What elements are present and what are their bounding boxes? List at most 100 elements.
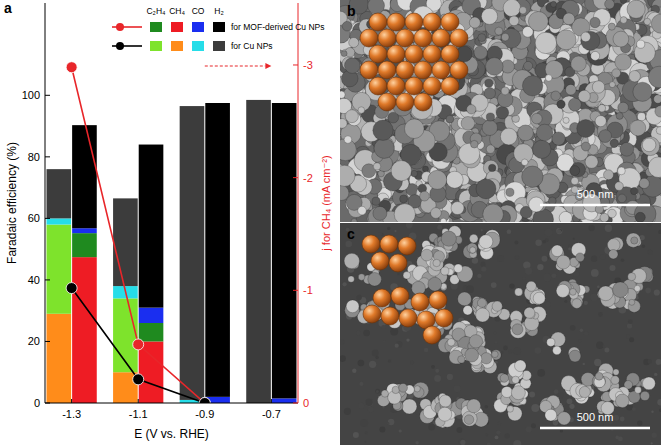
sem-texture	[591, 269, 599, 277]
sem-texture	[642, 245, 645, 248]
sphere-icon	[387, 77, 405, 95]
sem-texture	[610, 265, 616, 271]
sem-particle	[511, 386, 525, 400]
sem-particle	[340, 91, 345, 98]
sem-particle	[340, 119, 347, 129]
sem-particle	[616, 112, 623, 119]
sem-particle	[536, 124, 553, 141]
sem-particle	[344, 136, 352, 144]
sem-particle	[411, 170, 418, 177]
sem-texture	[628, 319, 633, 324]
sem-particle	[613, 369, 619, 375]
sem-texture	[594, 359, 601, 366]
sem-texture	[460, 440, 465, 445]
sem-particle	[524, 61, 533, 70]
sphere-icon	[396, 93, 414, 111]
sem-texture	[564, 300, 567, 303]
sem-texture	[605, 225, 612, 232]
sem-particle	[648, 66, 661, 88]
sem-texture	[569, 404, 574, 409]
sem-particle	[631, 187, 638, 194]
sem-particle	[489, 164, 496, 171]
sem-texture	[509, 283, 514, 288]
sem-texture	[375, 389, 380, 394]
sem-particle	[629, 71, 640, 82]
sem-particle	[428, 170, 447, 189]
sem-texture	[542, 240, 546, 244]
sem-texture	[376, 390, 379, 393]
sem-texture	[531, 423, 536, 428]
sem-particle	[566, 84, 577, 95]
sem-particle	[568, 98, 581, 111]
sem-texture	[537, 369, 545, 377]
sem-texture	[537, 264, 543, 270]
sphere-icon	[369, 77, 387, 95]
sem-particle	[500, 128, 517, 145]
sem-particle	[340, 185, 349, 200]
sem-particle	[581, 31, 600, 50]
sem-texture	[366, 399, 374, 407]
sphere-icon	[423, 13, 441, 31]
sem-particle	[481, 8, 497, 24]
sem-particle	[641, 137, 660, 156]
sem-texture	[485, 433, 488, 436]
sem-particle	[558, 412, 571, 425]
sem-texture	[567, 398, 573, 404]
sem-particle	[518, 125, 534, 141]
sem-particle	[495, 27, 503, 35]
sem-particle	[485, 79, 493, 87]
sphere-icon	[423, 77, 441, 95]
sem-particle	[470, 247, 476, 253]
sem-particle	[591, 51, 600, 60]
sem-texture	[487, 443, 491, 445]
sem-texture	[580, 329, 583, 332]
sem-texture	[435, 369, 439, 373]
sem-particle	[629, 299, 635, 305]
panel-label: b	[347, 3, 356, 19]
sem-texture	[590, 293, 598, 301]
sem-texture	[515, 241, 519, 245]
sem-particle	[469, 17, 480, 28]
sem-particle	[620, 142, 634, 156]
sphere-icon	[387, 45, 405, 63]
sem-texture	[584, 331, 588, 335]
sem-particle	[374, 138, 394, 158]
sem-texture	[647, 223, 653, 226]
sem-particle	[478, 34, 486, 42]
sem-particle	[479, 235, 493, 249]
sem-particle	[633, 82, 652, 101]
sem-texture	[568, 247, 571, 250]
sem-texture	[598, 312, 603, 317]
sem-particle	[553, 346, 562, 355]
sem-particle	[637, 113, 645, 121]
sem-particle	[467, 105, 476, 114]
sem-texture	[375, 356, 378, 359]
sem-particle	[522, 76, 542, 96]
sem-particle	[467, 243, 477, 253]
sem-particle	[373, 163, 380, 170]
sem-particle	[349, 38, 359, 48]
sem-texture	[597, 285, 600, 288]
sem-texture	[583, 363, 585, 365]
sem-particle	[630, 120, 646, 136]
sphere-icon	[378, 29, 396, 47]
sem-particle	[635, 283, 643, 291]
sem-texture	[343, 282, 347, 286]
sphere-icon	[396, 29, 414, 47]
sem-particle	[545, 75, 552, 82]
sem-particle	[648, 157, 661, 178]
sem-particle	[476, 179, 496, 199]
sphere-icon	[432, 61, 450, 79]
sem-texture	[621, 258, 625, 262]
sem-particle	[368, 0, 385, 14]
sem-texture	[596, 342, 603, 349]
sem-texture	[481, 229, 483, 231]
sem-texture	[358, 403, 364, 409]
sphere-icon	[369, 45, 387, 63]
sem-particle	[551, 1, 557, 7]
sem-texture	[495, 436, 499, 440]
sem-texture	[454, 385, 461, 392]
sem-particle	[482, 120, 497, 135]
sem-particle	[579, 386, 590, 397]
sem-texture	[591, 256, 597, 262]
